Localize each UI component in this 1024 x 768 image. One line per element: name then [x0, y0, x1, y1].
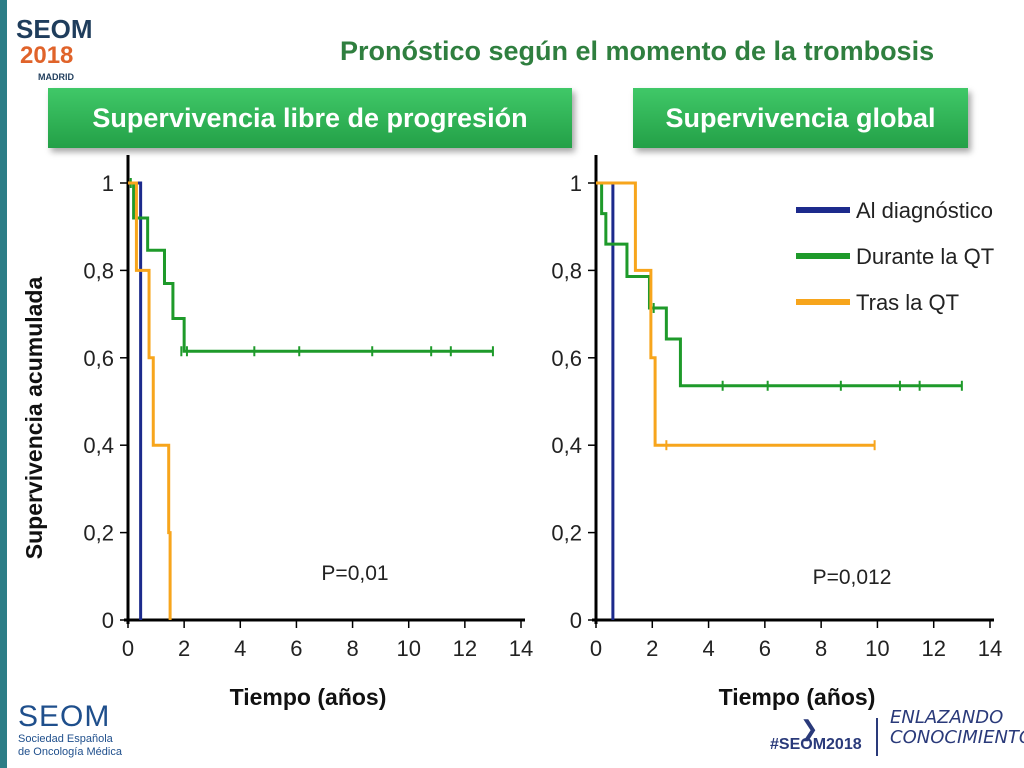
- chart2-y-tick-label: 0,2: [551, 521, 582, 546]
- seom-2018-logo: SEOM 2018 MADRID: [12, 10, 93, 90]
- legend-label: Al diagnóstico: [856, 198, 993, 223]
- chart1-y-tick-label: 0,6: [83, 346, 114, 371]
- chart1-x-tick-label: 2: [178, 636, 190, 661]
- chart1-y-tick-label: 0,2: [83, 521, 114, 546]
- footer-sub-line-1: Sociedad Española: [18, 733, 113, 745]
- chart2-y-tick-label: 0,8: [551, 258, 582, 283]
- chart1-y-tick-label: 0,8: [83, 258, 114, 283]
- chart2-p-value: P=0,012: [813, 566, 892, 589]
- logo-city: MADRID: [38, 72, 74, 82]
- chart1-x-tick-label: 0: [122, 636, 134, 661]
- chart1-y-tick-label: 0: [102, 608, 114, 633]
- swirl-icon: ❯: [800, 716, 819, 741]
- footer-seom-subtitle: Sociedad Española de Oncología Médica: [18, 733, 122, 759]
- chart1-x-tick-label: 4: [234, 636, 246, 661]
- page-title: Pronóstico según el momento de la trombo…: [340, 36, 935, 66]
- motto: ENLAZANDO CONOCIMIENTO: [890, 708, 1024, 748]
- footer-sub-line-2: de Oncología Médica: [18, 746, 122, 758]
- chart1-x-axis-label: Tiempo (años): [230, 684, 387, 710]
- hashtag: #SEOM2018: [770, 736, 862, 753]
- chart2-x-tick-label: 12: [921, 636, 945, 661]
- chart1-p-value: P=0,01: [321, 562, 388, 585]
- chart2-x-tick-label: 6: [759, 636, 771, 661]
- chart2-x-tick-label: 4: [702, 636, 714, 661]
- chart2-series-tras-la-qt: [596, 181, 875, 447]
- logo-line-1: SEOM: [16, 14, 93, 44]
- logo-line-2: 2018: [20, 42, 74, 69]
- chart1-series-durante-la-qt: [128, 181, 493, 353]
- chart2-x-tick-label: 14: [978, 636, 1002, 661]
- tab-pfs: Supervivencia libre de progresión: [48, 88, 572, 148]
- chart1-x-tick-label: 6: [290, 636, 302, 661]
- chart2-x-axis-label: Tiempo (años): [719, 684, 876, 710]
- tab-os: Supervivencia global: [633, 88, 968, 148]
- chart2-x-tick-label: 2: [646, 636, 658, 661]
- chart1-y-tick-label: 0,4: [83, 433, 114, 458]
- chart1-series-tras-la-qt: [128, 181, 172, 620]
- chart1-x-tick-label: 12: [453, 636, 477, 661]
- chart1-x-tick-label: 10: [396, 636, 420, 661]
- chart2-y-tick-label: 0: [570, 608, 582, 633]
- footer-seom-logo: SEOM: [18, 700, 111, 733]
- chart1-series-al-diagnostico: [128, 181, 143, 620]
- legend-label: Durante la QT: [856, 244, 994, 269]
- footer-divider: [876, 718, 878, 756]
- chart1-x-tick-label: 8: [346, 636, 358, 661]
- motto-line-1: ENLAZANDO: [890, 707, 1004, 728]
- chart2-series-al-diagnostico: [596, 181, 615, 620]
- chart2-x-tick-label: 10: [865, 636, 889, 661]
- chart2-y-tick-label: 1: [570, 171, 582, 196]
- chart2-y-tick-label: 0,4: [551, 433, 582, 458]
- chart2-y-tick-label: 0,6: [551, 346, 582, 371]
- chart2-x-tick-label: 0: [590, 636, 602, 661]
- chart2-series-durante-la-qt: [596, 181, 962, 388]
- chart1-y-axis-label: Supervivencia acumulada: [21, 277, 47, 560]
- chart1-x-tick-label: 14: [509, 636, 533, 661]
- legend-label: Tras la QT: [856, 290, 959, 315]
- chart1-y-tick-label: 1: [102, 171, 114, 196]
- motto-line-2: CONOCIMIENTO: [890, 727, 1024, 748]
- left-accent-bar: [0, 0, 7, 768]
- chart2-x-tick-label: 8: [815, 636, 827, 661]
